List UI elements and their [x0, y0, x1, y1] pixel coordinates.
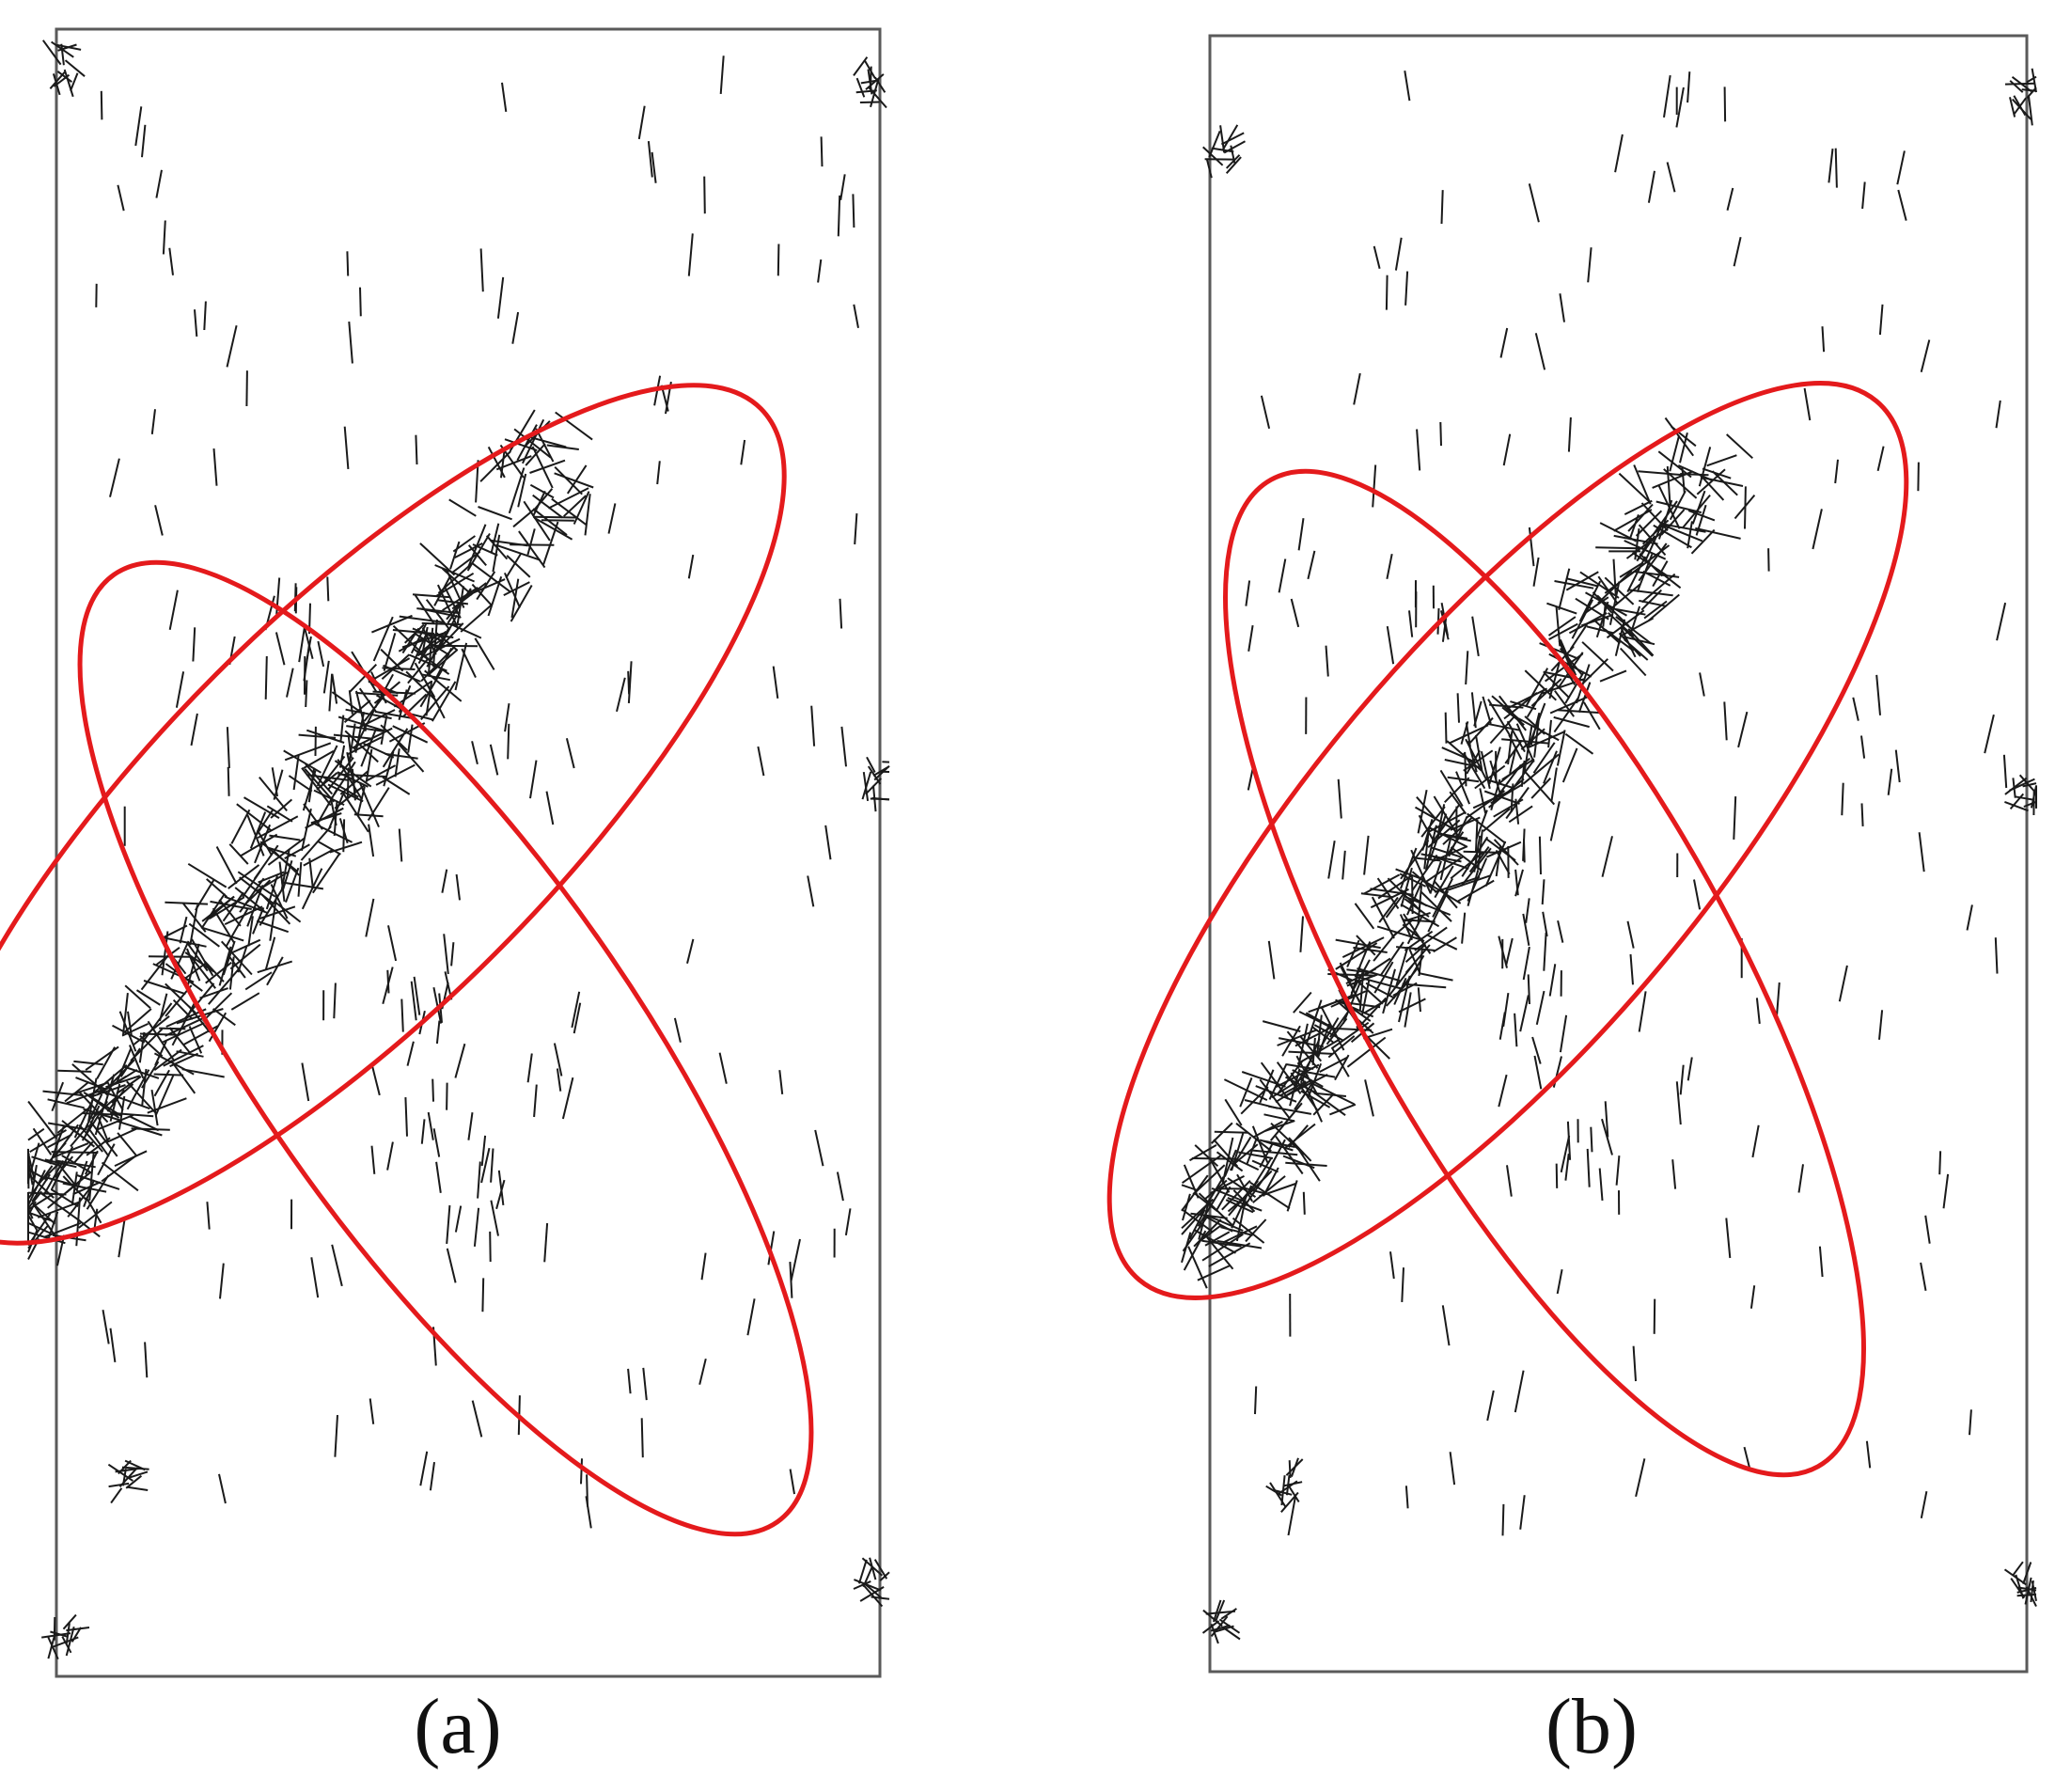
- panel-a-crack-pattern: [27, 39, 890, 1660]
- panel-a-frame: [55, 27, 882, 1678]
- panel-a: [0, 27, 890, 1678]
- panel-a-ellipse-main-band: [0, 383, 787, 1246]
- panel-b: [1106, 34, 2037, 1674]
- panel-b-ellipse-cross-band: [1223, 468, 1866, 1478]
- panel-b-frame: [1208, 34, 2029, 1674]
- panel-b-caption: (b): [1545, 1683, 1638, 1770]
- panel-a-ellipse-cross-band: [77, 559, 814, 1537]
- panel-b-crack-pattern: [1181, 68, 2037, 1644]
- panel-b-ellipse-main-band: [1106, 381, 1909, 1300]
- panel-a-caption: (a): [414, 1683, 502, 1770]
